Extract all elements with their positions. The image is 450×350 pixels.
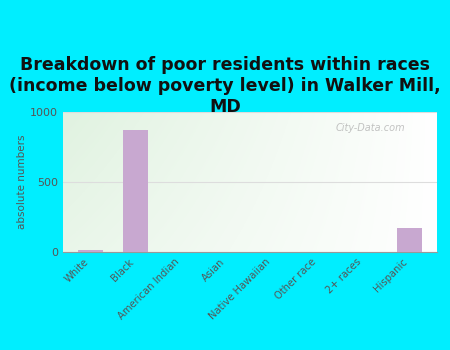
- Y-axis label: absolute numbers: absolute numbers: [18, 135, 27, 229]
- Bar: [78, 250, 103, 252]
- Bar: [396, 228, 422, 252]
- Text: City-Data.com: City-Data.com: [336, 123, 405, 133]
- Text: Breakdown of poor residents within races
(income below poverty level) in Walker : Breakdown of poor residents within races…: [9, 56, 441, 116]
- Bar: [123, 130, 148, 252]
